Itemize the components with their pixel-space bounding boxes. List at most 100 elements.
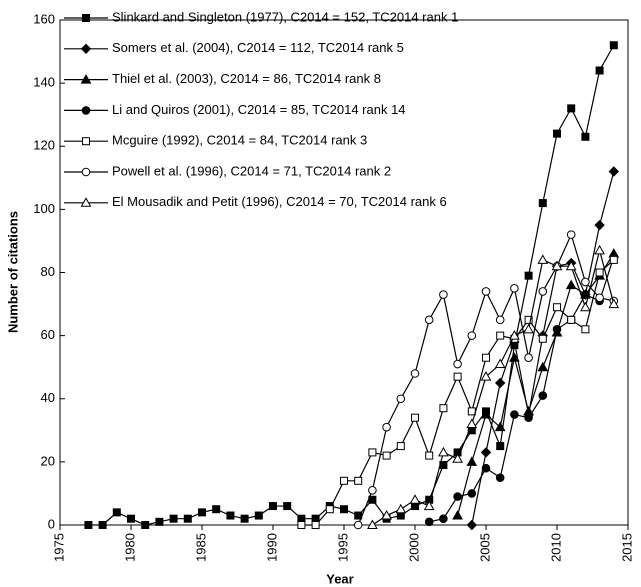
marker [438,446,449,457]
legend-label: Thiel et al. (2003), C2014 = 86, TC2014 … [112,71,381,86]
marker [424,315,434,325]
series-line [88,44,615,526]
marker [495,315,505,325]
marker [524,315,533,324]
y-tick-label: 0 [48,516,55,531]
marker [382,451,391,460]
marker [395,503,407,514]
marker [453,492,462,501]
legend-label: Slinkard and Singleton (1977), C2014 = 1… [112,9,458,24]
x-tick-label: 2005 [477,533,492,562]
marker [269,502,277,511]
marker [183,514,192,523]
marker [481,287,491,296]
marker [552,325,562,334]
marker [311,521,320,529]
legend-marker [80,74,92,84]
marker [367,519,378,529]
marker [368,448,377,457]
y-tick-label: 160 [33,11,55,26]
marker [297,521,306,529]
marker [198,508,206,517]
marker [523,323,534,334]
marker [496,331,505,340]
marker [226,511,235,520]
marker [425,451,434,460]
marker [112,508,121,517]
legend-marker [81,167,91,177]
x-tick-label: 1985 [193,533,208,562]
marker [212,505,221,514]
x-tick-label: 2000 [406,533,421,562]
marker [595,293,604,303]
marker [565,279,577,290]
marker [537,254,549,264]
series-line [372,250,615,526]
marker [439,404,448,413]
legend-label: Li and Quiros (2001), C2014 = 85, TC2014… [112,102,406,117]
legend-marker [82,137,90,146]
marker [452,510,463,520]
legend-marker [82,14,90,22]
marker [594,219,605,231]
marker [595,268,604,277]
marker [482,353,490,362]
x-tick-label: 1980 [122,533,137,562]
marker [567,104,576,113]
marker [494,358,506,369]
marker [480,409,492,419]
marker [439,514,448,523]
marker [595,66,604,75]
y-tick-label: 120 [33,138,55,153]
marker [453,372,462,381]
legend-label: Somers et al. (2004), C2014 = 112, TC201… [112,40,404,55]
marker [382,422,391,432]
marker [325,505,334,514]
marker [565,260,577,271]
marker [467,331,477,340]
marker [551,260,563,271]
marker [594,244,605,255]
marker [155,517,164,526]
marker [567,315,576,324]
marker [608,298,620,309]
marker [524,413,533,422]
legend-label: Mcguire (1992), C2014 = 84, TC2014 rank … [112,133,367,148]
y-tick-label: 20 [41,453,55,468]
plot-frame [59,19,629,526]
y-tick-label: 60 [41,327,55,342]
marker [609,41,618,50]
marker [538,391,548,400]
marker [553,129,561,138]
marker [466,456,478,466]
marker [84,521,93,529]
legend-label: El Mousadik and Petit (1996), C2014 = 70… [112,194,447,209]
marker [538,199,547,208]
marker [169,514,178,523]
marker [509,330,520,340]
legend-marker [80,43,92,55]
marker [581,132,590,141]
marker [510,410,519,419]
marker [141,521,150,529]
marker [411,413,419,422]
marker [396,394,406,404]
marker [480,447,492,458]
x-tick-label: 1995 [335,533,350,562]
marker [580,301,591,312]
y-tick-label: 40 [41,390,55,405]
marker [396,442,405,451]
marker [510,283,519,293]
legend-label: Powell et al. (1996), C2014 = 71, TC2014… [112,163,391,178]
x-tick-label: 1990 [264,533,279,562]
marker [538,287,548,296]
x-tick-label: 2010 [548,533,563,562]
marker [467,489,477,498]
marker [608,166,620,177]
marker [581,277,590,287]
marker [98,521,107,529]
y-tick-label: 100 [33,201,55,216]
marker [453,359,462,369]
y-tick-label: 80 [41,264,55,279]
